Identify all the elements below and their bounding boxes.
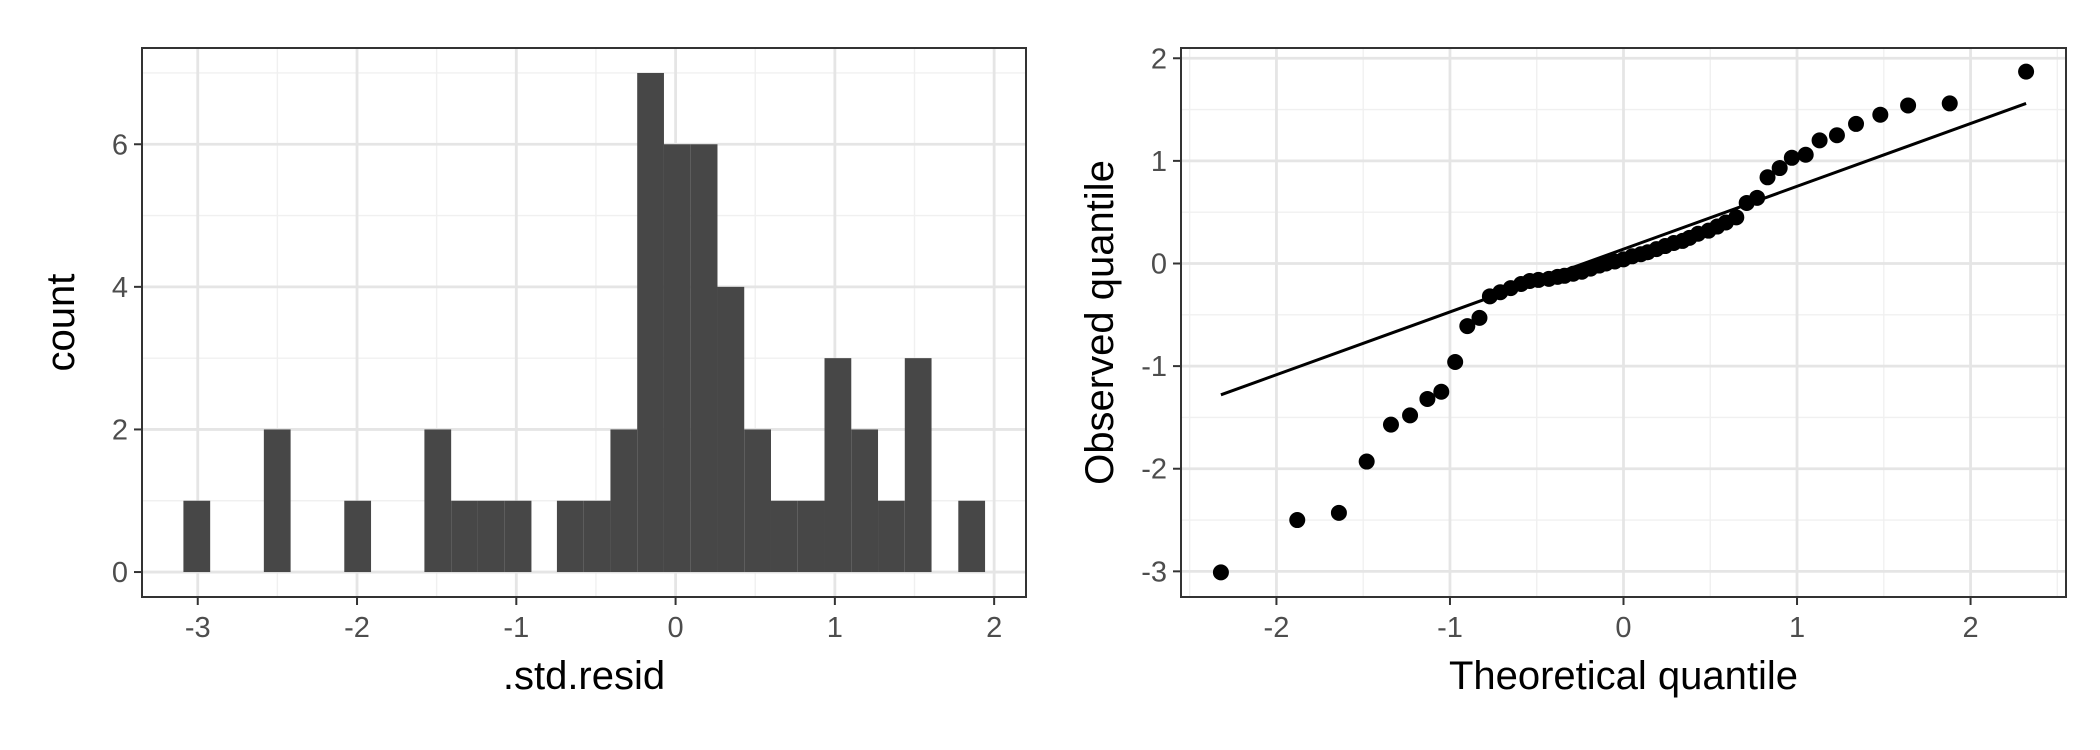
x-tick-label: 0	[1615, 612, 1631, 644]
x-tick-label: -2	[1264, 612, 1290, 644]
histogram-bar	[477, 500, 505, 573]
y-tick-label: 4	[112, 272, 128, 304]
histogram-bar	[851, 429, 879, 573]
data-point	[1783, 149, 1800, 166]
data-point	[1433, 383, 1450, 400]
data-point	[1471, 309, 1488, 326]
data-point	[1941, 95, 1958, 112]
data-point	[1447, 354, 1464, 371]
data-point	[1848, 115, 1865, 132]
histogram-bar	[583, 500, 611, 573]
data-point	[1900, 97, 1917, 114]
histogram-bar	[717, 286, 745, 573]
y-tick-label: 1	[1151, 146, 1167, 178]
histogram-bar	[904, 358, 932, 573]
histogram-bar	[824, 358, 852, 573]
histogram-bar	[637, 72, 664, 573]
x-tick-label: 0	[668, 612, 684, 644]
histogram-bar	[878, 500, 905, 573]
data-point	[1749, 189, 1766, 206]
x-tick-label: 1	[827, 612, 843, 644]
y-tick-label: 0	[1151, 248, 1167, 280]
y-tick-label: 2	[112, 414, 128, 446]
histogram-bar	[451, 500, 478, 573]
histogram-panel: -3 -2 -1 0 1 2 0 2 4 6 .std.resid count	[39, 47, 1027, 698]
histogram-bar	[556, 500, 584, 573]
x-axis-title: .std.resid	[503, 654, 665, 698]
y-tick-label: 6	[112, 129, 128, 161]
histogram-bar	[183, 500, 211, 573]
reference-line	[1220, 102, 2027, 397]
data-point	[2018, 63, 2035, 80]
x-axis-title: Theoretical quantile	[1449, 654, 1798, 698]
x-tick-label: 2	[1962, 612, 1978, 644]
data-point	[1330, 504, 1347, 521]
y-tick-label: 0	[112, 557, 128, 589]
y-tick-label: 2	[1151, 43, 1167, 75]
x-tick-label: -1	[1437, 612, 1463, 644]
histogram-bar	[690, 144, 718, 573]
histogram-bar	[770, 500, 798, 573]
data-point	[1419, 390, 1436, 407]
data-point	[1289, 512, 1306, 529]
y-axis-title: count	[39, 274, 83, 372]
histogram-bar	[663, 144, 691, 573]
y-tick-label: -2	[1141, 454, 1167, 486]
data-point	[1382, 416, 1399, 433]
panel-border	[141, 47, 1027, 598]
data-point	[1212, 564, 1229, 581]
histogram-bar	[424, 429, 452, 573]
histogram-bar	[344, 500, 372, 573]
data-point	[1828, 127, 1845, 144]
data-point	[1872, 106, 1889, 123]
data-point	[1459, 318, 1476, 335]
y-tick-label: -3	[1141, 556, 1167, 588]
x-tick-label: -3	[185, 612, 211, 644]
histogram-bar	[958, 500, 986, 573]
data-point	[1759, 169, 1776, 186]
histogram-bar	[263, 429, 291, 573]
histogram-bar	[610, 429, 638, 573]
data-point	[1797, 146, 1814, 163]
histogram-bar	[797, 500, 825, 573]
y-tick-label: -1	[1141, 351, 1167, 383]
data-point	[1402, 407, 1419, 424]
histogram-bar	[744, 429, 771, 573]
data-point	[1358, 453, 1375, 470]
histogram-bar	[504, 500, 532, 573]
x-tick-label: 1	[1789, 612, 1805, 644]
data-point	[1728, 209, 1745, 226]
x-tick-label: -1	[503, 612, 529, 644]
data-point	[1811, 132, 1828, 149]
qq-plot-panel: -2 -1 0 1 2 -3 -2 -1 0 1 2 Theoretical quantile Obse…	[1078, 43, 2067, 698]
data-point	[1771, 160, 1788, 177]
x-tick-label: 2	[986, 612, 1002, 644]
y-axis-title: Observed quantile	[1078, 160, 1122, 485]
x-tick-label: -2	[344, 612, 370, 644]
